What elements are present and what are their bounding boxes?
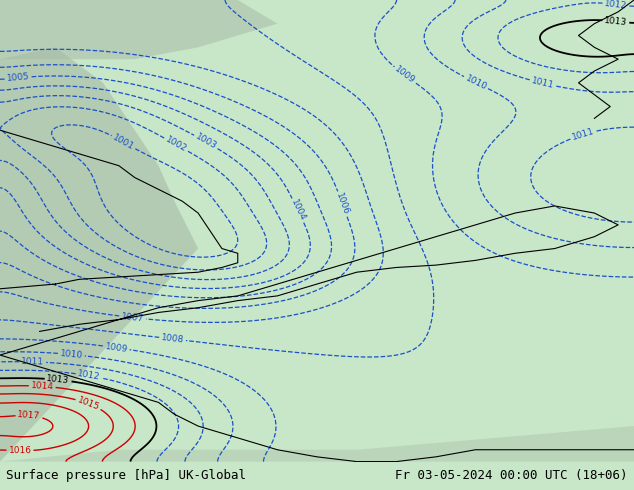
Text: 1012: 1012	[604, 0, 628, 10]
Text: 1002: 1002	[164, 135, 188, 154]
Text: 1009: 1009	[393, 65, 417, 86]
Text: 1009: 1009	[104, 342, 128, 354]
Text: 1011: 1011	[571, 127, 595, 142]
Polygon shape	[0, 426, 634, 462]
Text: 1010: 1010	[60, 349, 83, 360]
Text: 1014: 1014	[30, 381, 54, 392]
Text: 1013: 1013	[604, 16, 628, 27]
Text: 1004: 1004	[289, 198, 307, 223]
Text: 1016: 1016	[8, 446, 32, 455]
Text: 1008: 1008	[160, 333, 184, 345]
Polygon shape	[0, 48, 198, 462]
Polygon shape	[0, 0, 278, 59]
Text: 1010: 1010	[463, 74, 488, 92]
Text: 1006: 1006	[334, 192, 351, 217]
Text: 1013: 1013	[46, 374, 70, 386]
Text: 1003: 1003	[194, 132, 218, 151]
Text: 1012: 1012	[77, 369, 101, 382]
Text: 1005: 1005	[6, 73, 30, 83]
Text: 1017: 1017	[17, 410, 41, 421]
Text: 1011: 1011	[21, 357, 44, 367]
Text: 1007: 1007	[120, 312, 145, 323]
Text: 1015: 1015	[76, 395, 101, 412]
Text: 1001: 1001	[112, 133, 136, 152]
Text: 1011: 1011	[531, 76, 555, 90]
Text: Fr 03-05-2024 00:00 UTC (18+06): Fr 03-05-2024 00:00 UTC (18+06)	[395, 469, 628, 482]
Text: Surface pressure [hPa] UK-Global: Surface pressure [hPa] UK-Global	[6, 469, 247, 482]
